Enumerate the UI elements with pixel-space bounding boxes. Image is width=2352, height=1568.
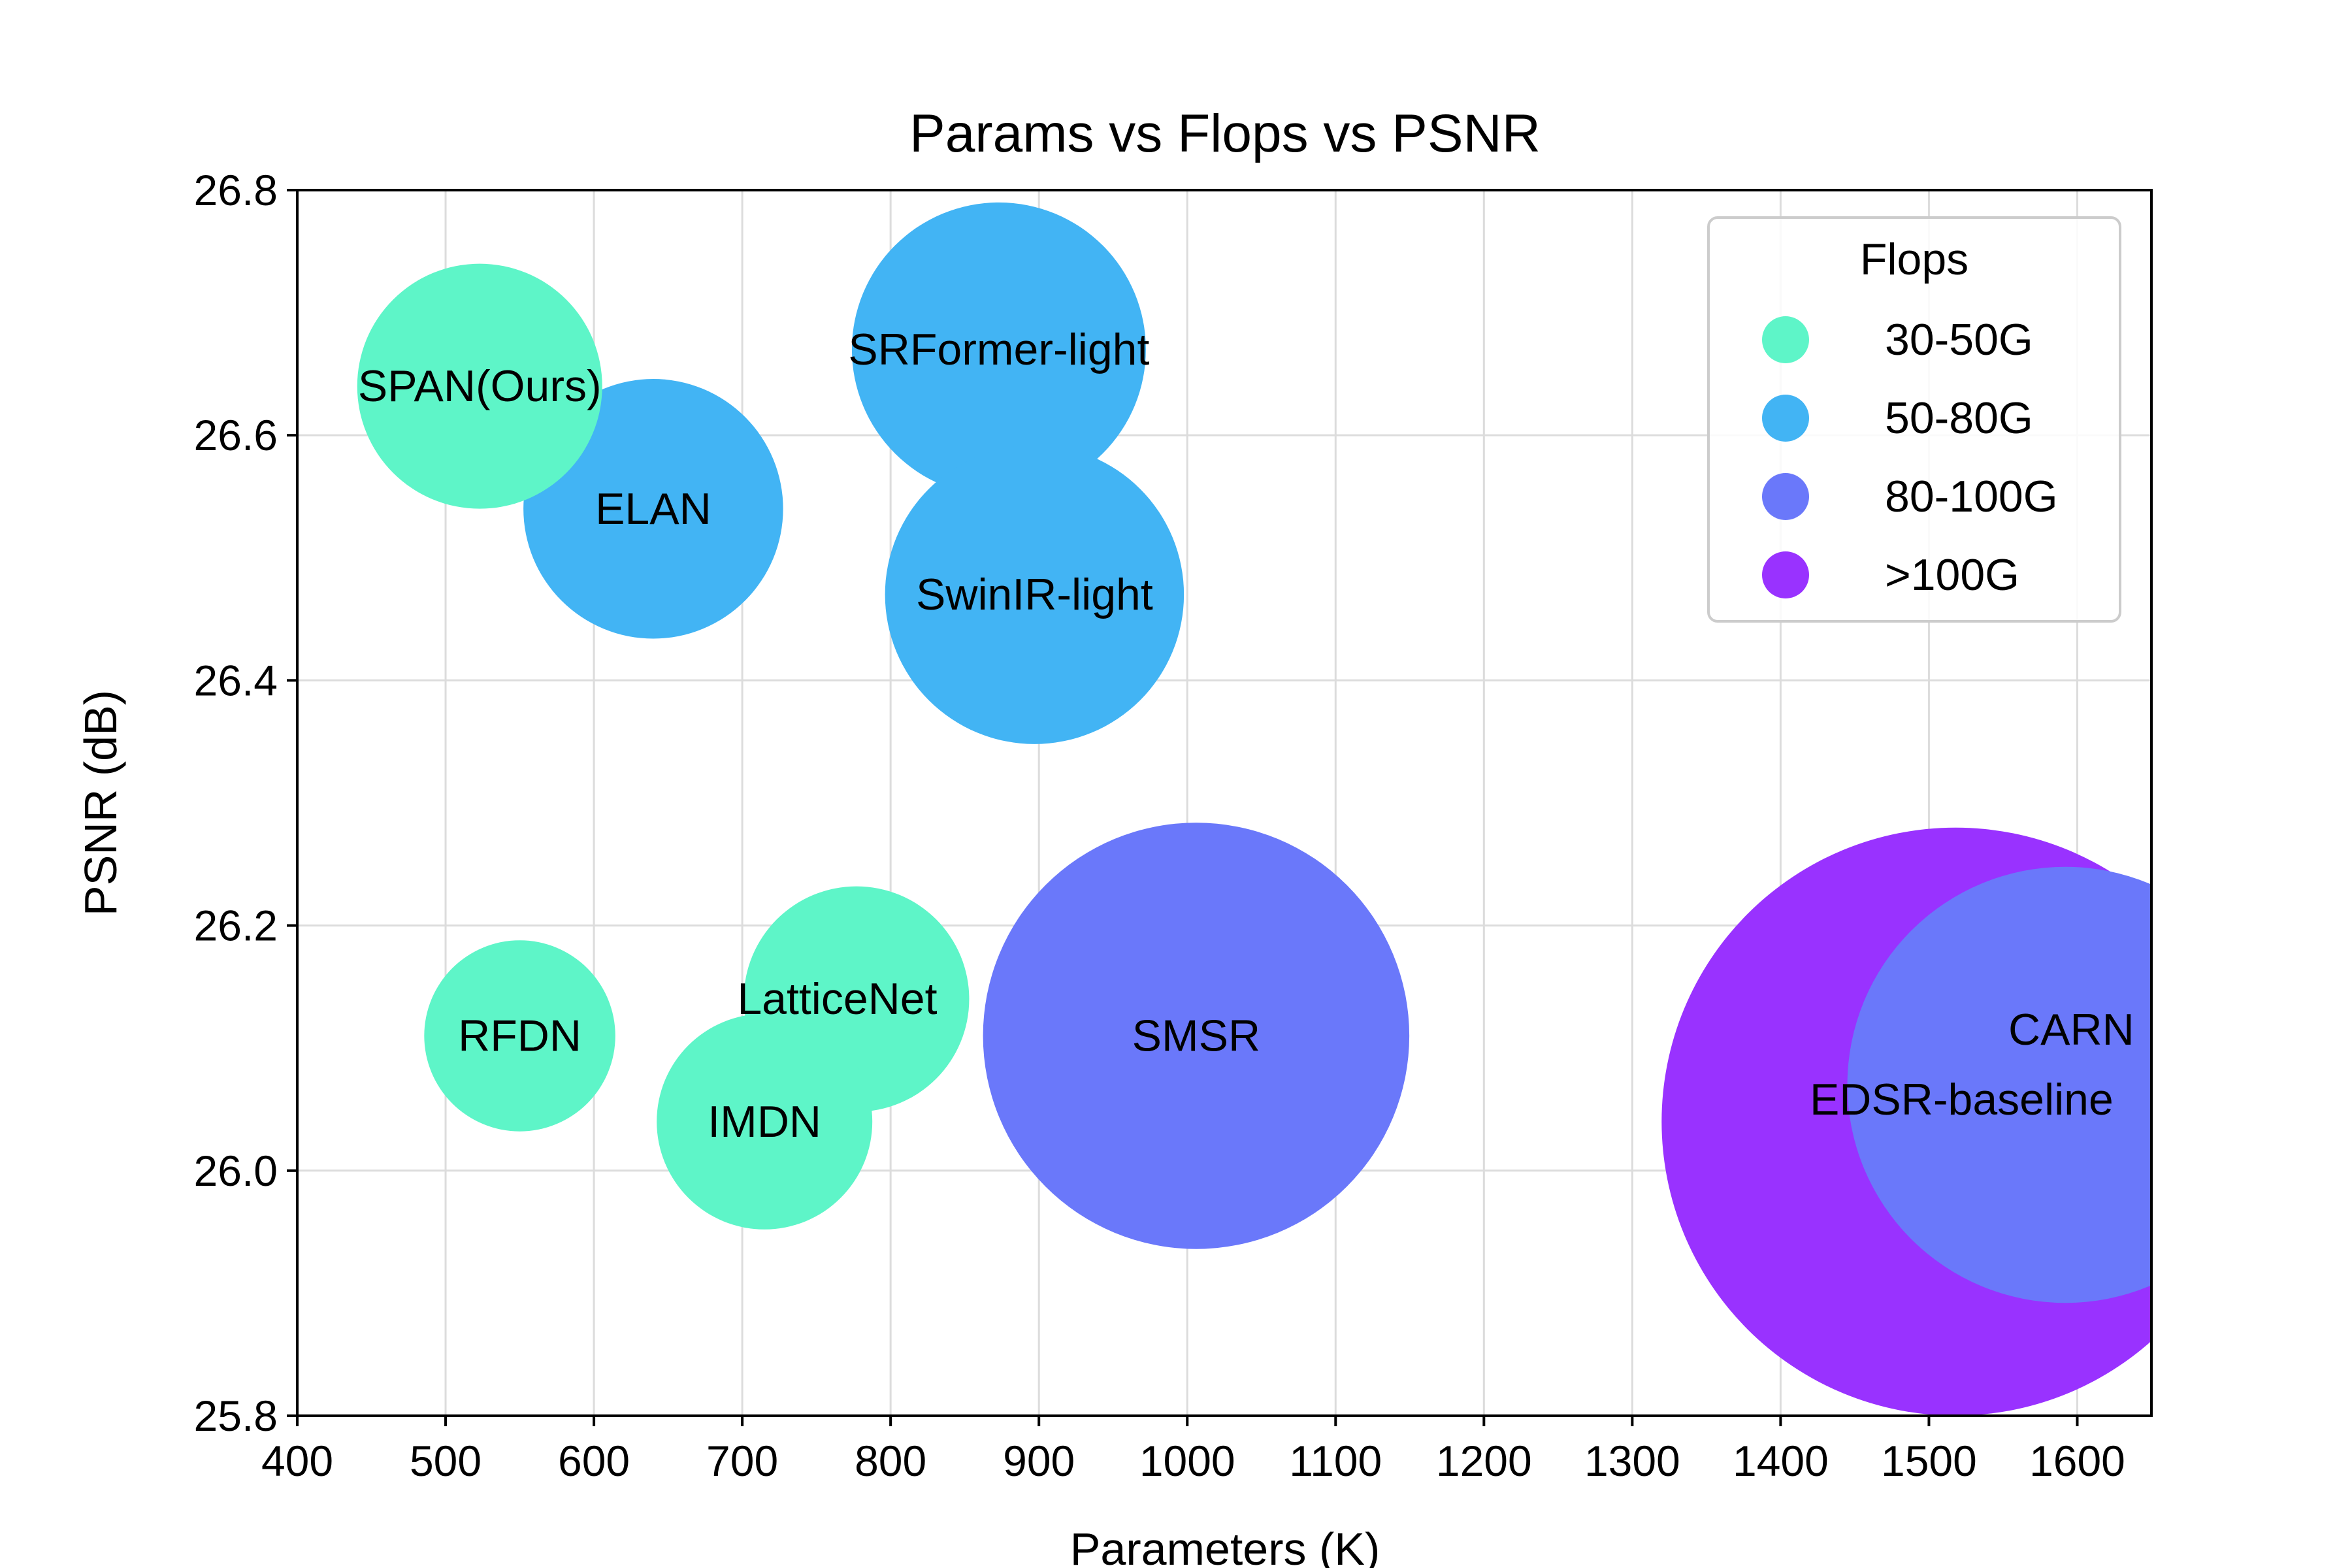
bubble-label-carn: CARN — [2008, 1005, 2134, 1054]
x-tick-label: 700 — [706, 1437, 778, 1485]
bubble-carn — [1847, 866, 2151, 1303]
x-tick-label: 1400 — [1733, 1437, 1829, 1485]
bubble-label-edsr-baseline: EDSR-baseline — [1810, 1075, 2114, 1124]
bubble-imdn — [657, 1013, 873, 1230]
x-tick-label: 1200 — [1436, 1437, 1532, 1485]
bubble-label-rfdn: RFDN — [458, 1011, 581, 1060]
legend-label-50-80g: 50-80G — [1885, 393, 2033, 443]
y-axis-ticks: 25.8 26.0 26.2 26.4 26.6 26.8 — [194, 166, 297, 1440]
bubble-label-imdn: IMDN — [708, 1097, 821, 1147]
x-tick-label: 900 — [1003, 1437, 1075, 1485]
bubble-swinir-light — [885, 445, 1184, 744]
bubble-rfdn — [424, 940, 615, 1132]
x-tick-label: 800 — [855, 1437, 926, 1485]
y-axis-label: PSNR (dB) — [75, 690, 126, 916]
bubble-label-span-ours: SPAN(Ours) — [358, 361, 602, 411]
bubble-srformer-light — [851, 202, 1146, 497]
legend-box — [1707, 216, 2121, 623]
x-tick-label: 1600 — [2029, 1437, 2125, 1485]
x-tick-label: 1100 — [1289, 1437, 1382, 1485]
x-tick-label: 400 — [261, 1437, 333, 1485]
legend-marker-50-80g — [1762, 395, 1809, 442]
bubble-label-smsr: SMSR — [1132, 1011, 1260, 1060]
bubble-labels: EDSR-baseline CARN SMSR SRFormer-light SwinI… — [358, 325, 2134, 1147]
y-tick-label: 25.8 — [194, 1392, 278, 1440]
legend-label-80-100g: 80-100G — [1885, 472, 2058, 521]
x-tick-label: 1300 — [1584, 1437, 1680, 1485]
legend-label-30-50g: 30-50G — [1885, 315, 2033, 365]
x-tick-label: 500 — [410, 1437, 482, 1485]
legend-marker-80-100g — [1762, 473, 1809, 520]
legend-label-100g: >100G — [1885, 550, 2019, 600]
y-tick-label: 26.8 — [194, 166, 278, 214]
x-tick-label: 1000 — [1139, 1437, 1235, 1485]
legend-marker-100g — [1762, 551, 1809, 598]
bubble-span-ours — [357, 263, 602, 509]
bubble-label-srformer-light: SRFormer-light — [848, 325, 1149, 374]
bubbles — [357, 202, 2151, 1416]
x-tick-label: 1500 — [1881, 1437, 1977, 1485]
legend: Flops 30-50G 50-80G 80-100G >100G — [1707, 216, 2121, 623]
y-tick-label: 26.2 — [194, 902, 278, 950]
x-axis-ticks: 400 500 600 700 800 900 1000 1100 1200 1300 1400 15… — [261, 1416, 2125, 1485]
y-tick-label: 26.4 — [194, 656, 278, 704]
y-tick-label: 26.0 — [194, 1147, 278, 1195]
legend-title: Flops — [1860, 235, 1968, 284]
chart-title: Params vs Flops vs PSNR — [909, 104, 1541, 163]
x-axis-label: Parameters (K) — [1070, 1524, 1380, 1568]
x-tick-label: 600 — [558, 1437, 630, 1485]
legend-entries: 30-50G 50-80G 80-100G >100G — [1762, 315, 2058, 600]
legend-marker-30-50g — [1762, 316, 1809, 363]
bubble-label-swinir-light: SwinIR-light — [916, 570, 1153, 619]
bubble-label-elan: ELAN — [595, 484, 711, 534]
bubble-elan — [523, 379, 783, 639]
y-tick-label: 26.6 — [194, 411, 278, 459]
bubble-label-latticenet: LatticeNet — [737, 974, 937, 1024]
plot-frame — [296, 189, 2153, 1417]
bubble-smsr — [983, 823, 1410, 1249]
